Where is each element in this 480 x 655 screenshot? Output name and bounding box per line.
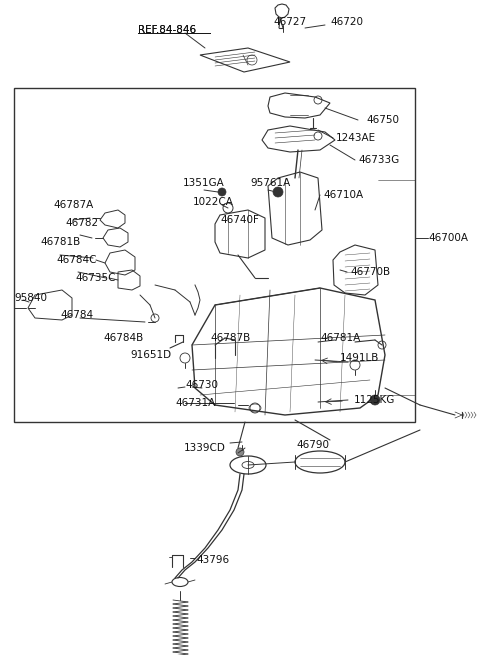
- Text: 46740F: 46740F: [220, 215, 259, 225]
- Text: 95840: 95840: [14, 293, 47, 303]
- Text: 46784C: 46784C: [56, 255, 96, 265]
- Text: REF.84-846: REF.84-846: [138, 25, 196, 35]
- Text: 46731A: 46731A: [175, 398, 215, 408]
- Text: 46790: 46790: [296, 440, 329, 450]
- Text: 43796: 43796: [196, 555, 229, 565]
- Circle shape: [370, 395, 380, 405]
- Text: 46727: 46727: [273, 17, 306, 27]
- Text: 1351GA: 1351GA: [183, 178, 225, 188]
- Text: 1491LB: 1491LB: [340, 353, 379, 363]
- Bar: [14, 88, 415, 422]
- Text: REF.84-846: REF.84-846: [138, 25, 196, 35]
- Circle shape: [218, 188, 226, 196]
- Text: 46787A: 46787A: [53, 200, 93, 210]
- Text: 1022CA: 1022CA: [193, 197, 234, 207]
- Circle shape: [236, 448, 244, 456]
- Text: 95761A: 95761A: [250, 178, 290, 188]
- Circle shape: [273, 187, 283, 197]
- Text: 46735C: 46735C: [75, 273, 116, 283]
- Text: 46770B: 46770B: [350, 267, 390, 277]
- Text: 46700A: 46700A: [428, 233, 468, 243]
- Text: 46710A: 46710A: [323, 190, 363, 200]
- Text: 46787B: 46787B: [210, 333, 250, 343]
- Text: 46781A: 46781A: [320, 333, 360, 343]
- Text: 46733G: 46733G: [358, 155, 399, 165]
- Text: 1125KG: 1125KG: [354, 395, 396, 405]
- Text: 46781B: 46781B: [40, 237, 80, 247]
- Text: 91651D: 91651D: [130, 350, 171, 360]
- Text: 1243AE: 1243AE: [336, 133, 376, 143]
- Text: 46784B: 46784B: [103, 333, 143, 343]
- Text: 46720: 46720: [330, 17, 363, 27]
- Text: 1339CD: 1339CD: [184, 443, 226, 453]
- Text: 46750: 46750: [366, 115, 399, 125]
- Text: 46730: 46730: [185, 380, 218, 390]
- Text: 46782: 46782: [65, 218, 98, 228]
- Text: 46784: 46784: [60, 310, 93, 320]
